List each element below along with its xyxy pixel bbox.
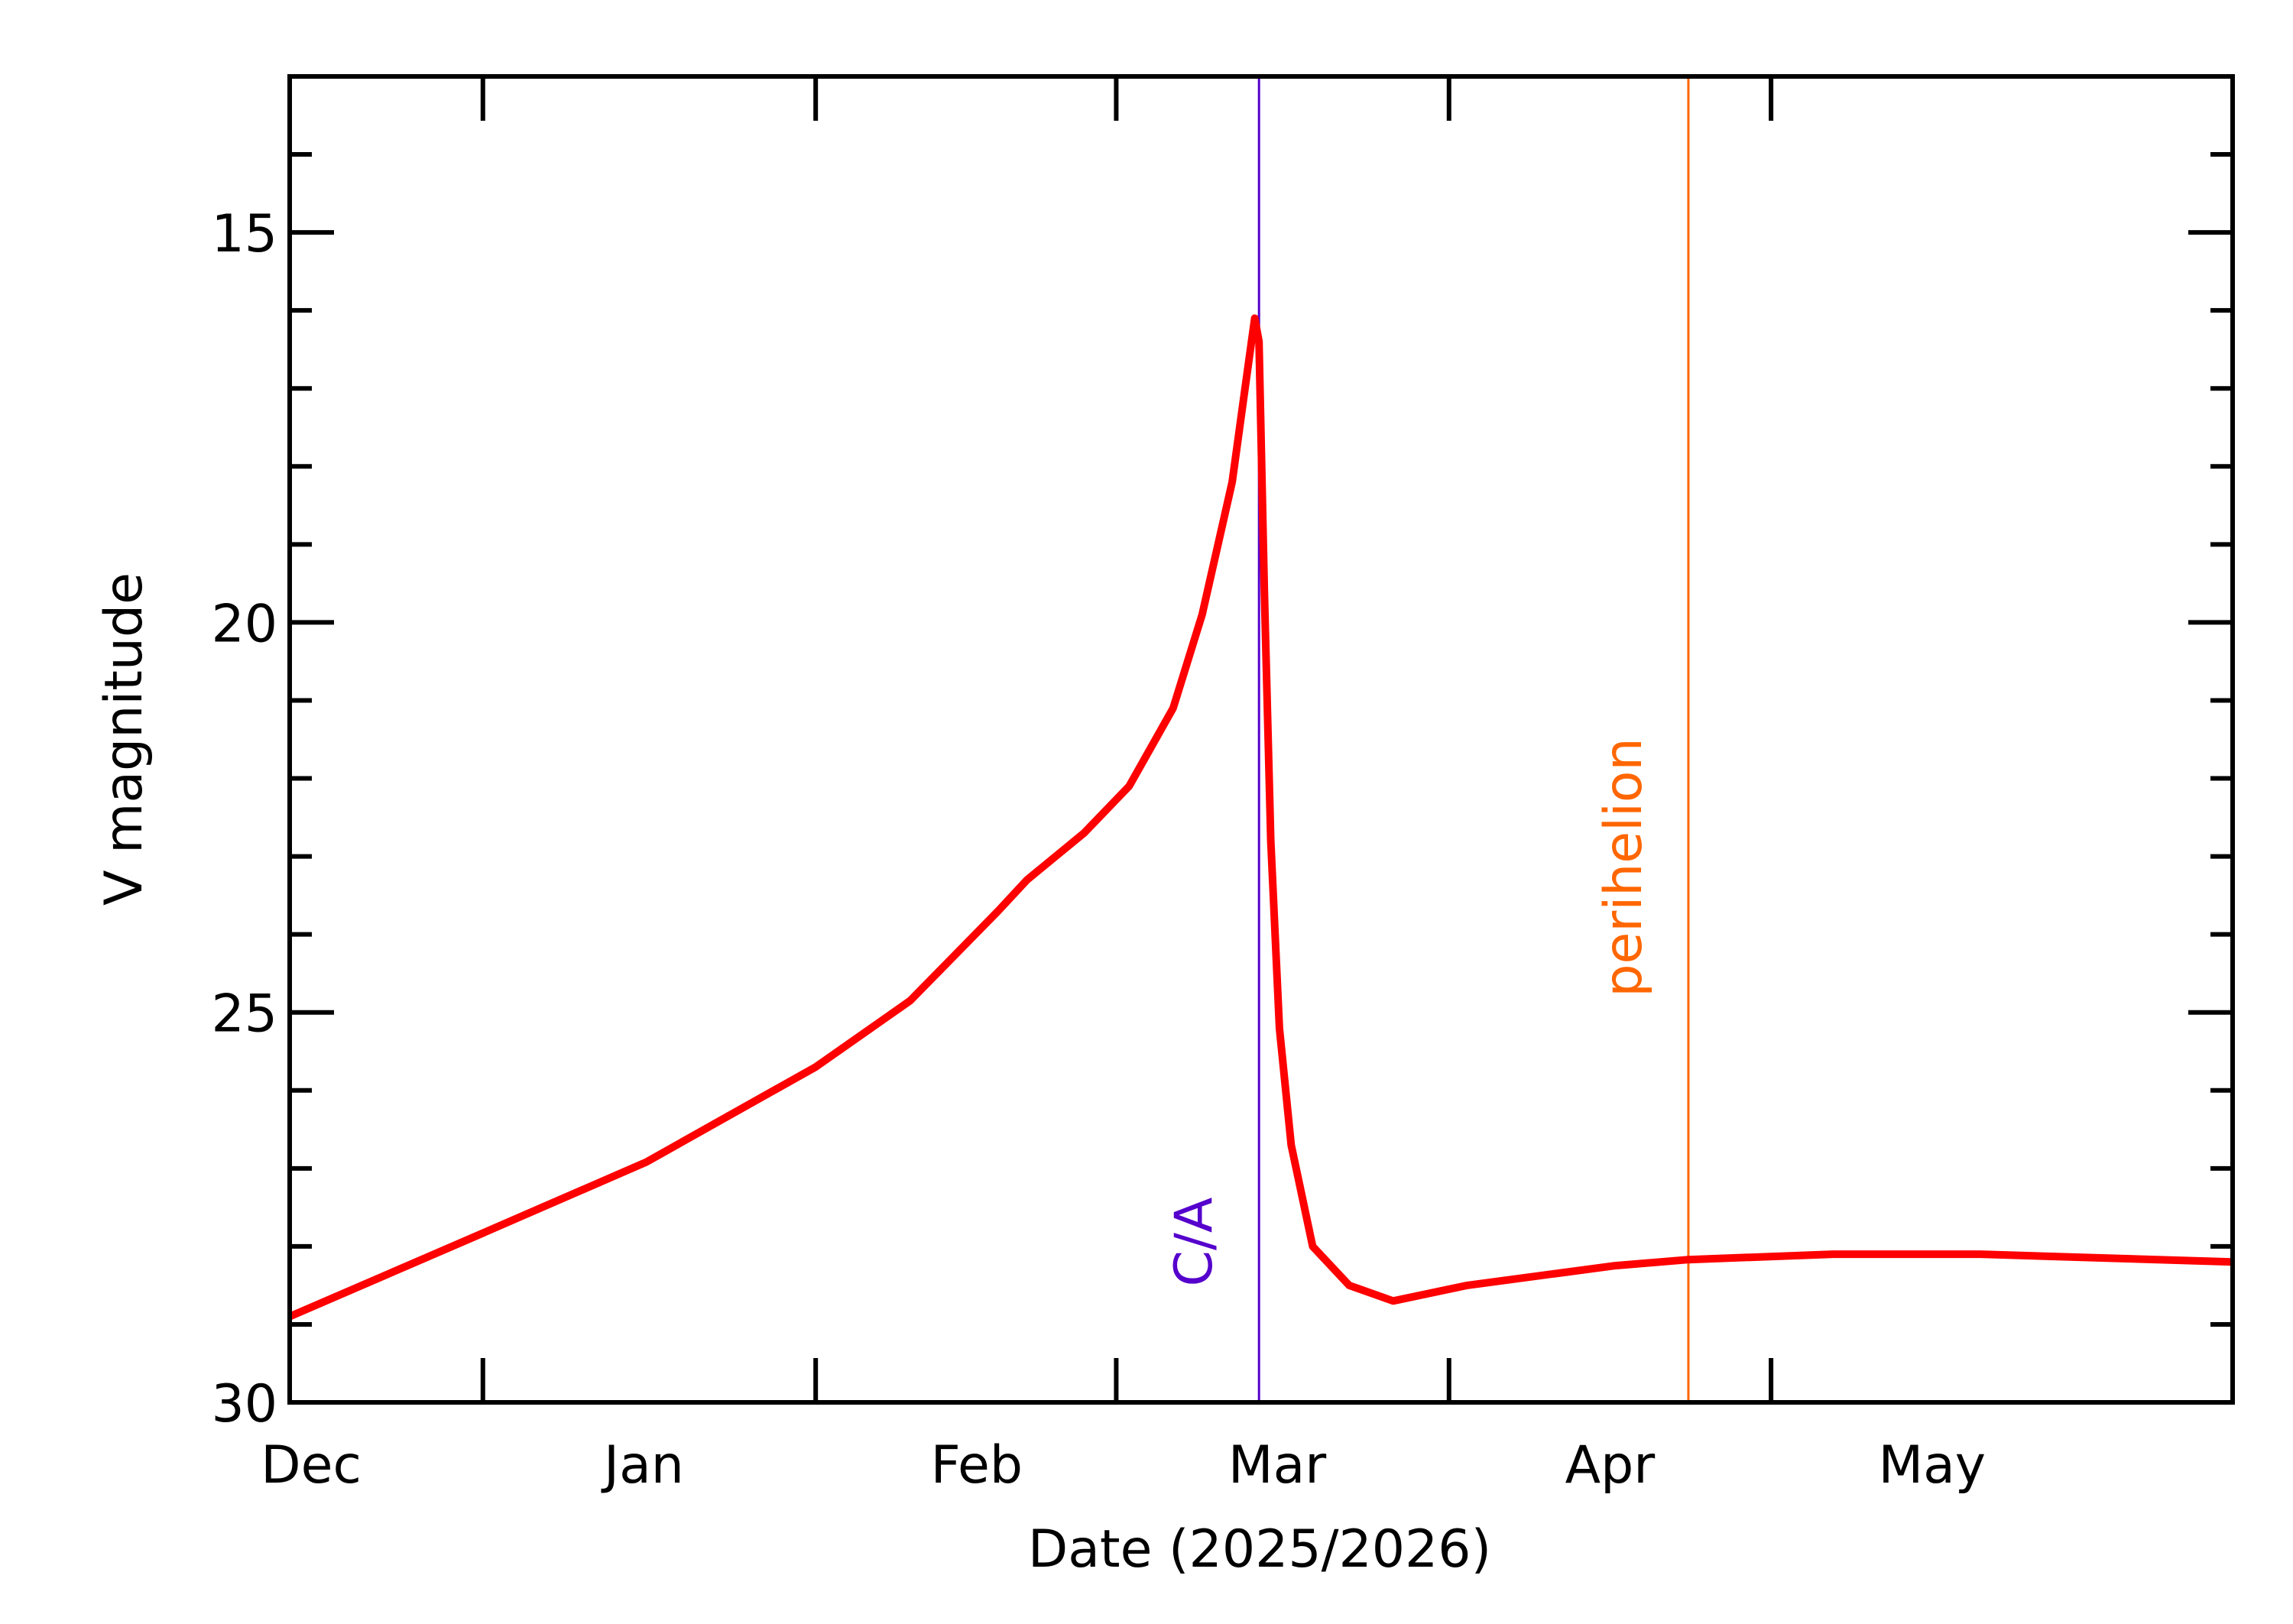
y-axis-title: V magnitude (94, 572, 154, 906)
y-tick-label: 20 (211, 594, 277, 654)
x-tick-label: May (1878, 1435, 1986, 1496)
x-tick-label: Apr (1565, 1435, 1656, 1496)
y-tick-label: 25 (211, 984, 277, 1045)
marker-label: C/A (1164, 1198, 1224, 1287)
x-tick-label: Dec (261, 1435, 362, 1496)
marker-label: perihelion (1594, 737, 1654, 997)
y-tick-label: 30 (211, 1374, 277, 1434)
y-tick-label: 15 (211, 204, 277, 264)
x-tick-label: Jan (601, 1435, 684, 1496)
plot-frame (287, 74, 2235, 1405)
x-axis-title: Date (2025/2026) (1028, 1519, 1491, 1580)
x-tick-label: Feb (931, 1435, 1023, 1496)
series-line (288, 314, 2233, 1321)
x-tick-label: Mar (1228, 1435, 1326, 1496)
